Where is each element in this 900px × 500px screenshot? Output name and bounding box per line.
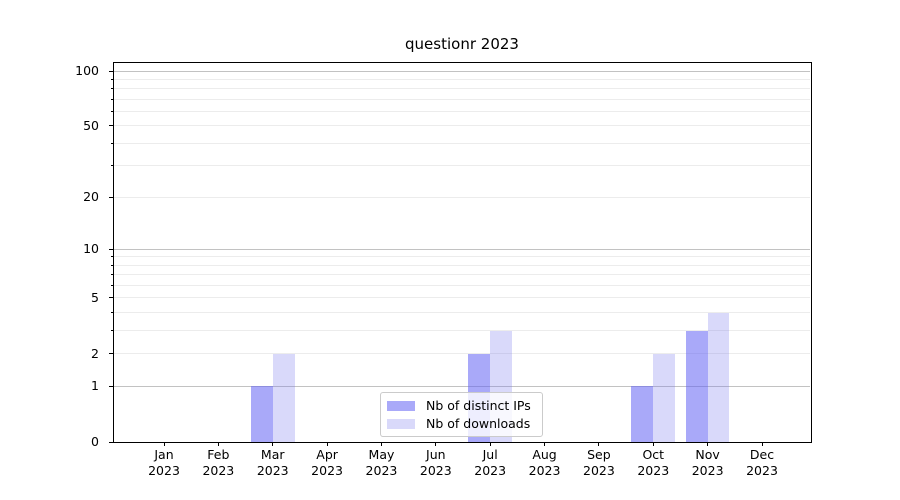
y-axis-tick bbox=[109, 248, 113, 250]
y-axis-minor-tick bbox=[110, 88, 113, 90]
y-axis-tick bbox=[109, 297, 113, 299]
y-axis-tick bbox=[109, 385, 113, 387]
gridline-minor bbox=[114, 256, 810, 258]
x-axis-tick bbox=[652, 442, 654, 446]
gridline-minor bbox=[114, 353, 810, 355]
gridline-minor bbox=[114, 297, 810, 299]
bar-distinct-ips-mar bbox=[250, 386, 273, 442]
x-axis-tick bbox=[598, 442, 600, 446]
y-axis-tick-label: 10 bbox=[83, 241, 99, 257]
gridline-minor bbox=[114, 285, 810, 287]
y-axis-tick-label: 2 bbox=[91, 345, 99, 361]
x-axis-tick bbox=[217, 442, 219, 446]
x-axis-tick bbox=[544, 442, 546, 446]
gridline-minor bbox=[114, 142, 810, 144]
bar-downloads-nov bbox=[707, 312, 730, 442]
y-axis-minor-tick bbox=[110, 256, 113, 258]
x-axis-tick bbox=[489, 442, 491, 446]
gridline-minor bbox=[114, 125, 810, 127]
legend-swatch-distinct-ips bbox=[387, 400, 415, 411]
gridline-major bbox=[114, 248, 810, 250]
x-axis-tick-label: Oct 2023 bbox=[637, 447, 670, 478]
x-axis-tick-label: Nov 2023 bbox=[691, 447, 724, 478]
y-axis-minor-tick bbox=[110, 285, 113, 287]
legend-item-downloads: Nb of downloads bbox=[387, 416, 542, 431]
y-axis-tick bbox=[109, 125, 113, 127]
y-axis-tick-label: 100 bbox=[75, 63, 99, 79]
bar-distinct-ips-oct bbox=[631, 386, 654, 442]
x-axis-tick-label: Sep 2023 bbox=[583, 447, 615, 478]
y-axis-minor-tick bbox=[110, 78, 113, 80]
gridline-minor bbox=[114, 274, 810, 276]
y-axis-tick bbox=[109, 441, 113, 443]
y-axis-minor-tick bbox=[110, 111, 113, 113]
bar-downloads-oct bbox=[653, 353, 676, 442]
y-axis-tick-label: 1 bbox=[91, 378, 99, 394]
gridline-major bbox=[114, 385, 810, 387]
y-axis-minor-tick bbox=[110, 165, 113, 167]
y-axis-tick-label: 20 bbox=[83, 189, 99, 205]
x-axis-tick-label: Jun 2023 bbox=[419, 447, 452, 478]
y-axis-minor-tick bbox=[110, 274, 113, 276]
x-axis-tick bbox=[326, 442, 328, 446]
y-axis-tick-label: 5 bbox=[91, 289, 99, 305]
gridline-minor bbox=[114, 330, 810, 332]
y-axis-minor-tick bbox=[110, 142, 113, 144]
gridline-minor bbox=[114, 111, 810, 113]
x-axis-tick-label: Apr 2023 bbox=[311, 447, 343, 478]
bar-distinct-ips-nov bbox=[685, 330, 708, 442]
gridline-minor bbox=[114, 165, 810, 167]
x-axis-tick bbox=[380, 442, 382, 446]
y-axis-minor-tick bbox=[110, 264, 113, 266]
y-axis-tick bbox=[109, 70, 113, 72]
x-axis-tick-label: Mar 2023 bbox=[256, 447, 289, 478]
legend: Nb of distinct IPs Nb of downloads bbox=[380, 392, 543, 437]
gridline-minor bbox=[114, 78, 810, 80]
x-axis-tick-label: Jan 2023 bbox=[148, 447, 180, 478]
legend-label-downloads: Nb of downloads bbox=[426, 416, 531, 431]
bar-downloads-mar bbox=[272, 353, 295, 442]
x-axis-tick-label: Jul 2023 bbox=[474, 447, 507, 478]
gridline-minor bbox=[114, 264, 810, 266]
y-axis-tick bbox=[109, 353, 113, 355]
gridline-minor bbox=[114, 312, 810, 314]
y-axis-minor-tick bbox=[110, 312, 113, 314]
y-axis-minor-tick bbox=[110, 330, 113, 332]
y-axis-tick bbox=[109, 196, 113, 198]
x-axis-tick bbox=[761, 442, 763, 446]
legend-item-distinct-ips: Nb of distinct IPs bbox=[387, 398, 542, 413]
y-axis-tick-label: 0 bbox=[91, 434, 99, 449]
x-axis-tick bbox=[707, 442, 709, 446]
x-axis-tick bbox=[272, 442, 274, 446]
x-axis-tick-label: Dec 2023 bbox=[746, 447, 778, 478]
legend-label-distinct-ips: Nb of distinct IPs bbox=[426, 398, 531, 413]
gridline-minor bbox=[114, 88, 810, 90]
x-axis-tick-label: May 2023 bbox=[365, 447, 398, 478]
gridline-major bbox=[114, 70, 810, 72]
x-axis-tick bbox=[435, 442, 437, 446]
y-axis-tick-label: 50 bbox=[83, 117, 99, 133]
x-axis-tick-label: Aug 2023 bbox=[528, 447, 561, 478]
x-axis-tick-label: Feb 2023 bbox=[202, 447, 235, 478]
gridline-minor bbox=[114, 196, 810, 198]
gridline-minor bbox=[114, 98, 810, 100]
legend-swatch-downloads bbox=[387, 418, 415, 429]
chart-title: questionr 2023 bbox=[405, 35, 519, 53]
x-axis-tick bbox=[163, 442, 165, 446]
y-axis-minor-tick bbox=[110, 98, 113, 100]
